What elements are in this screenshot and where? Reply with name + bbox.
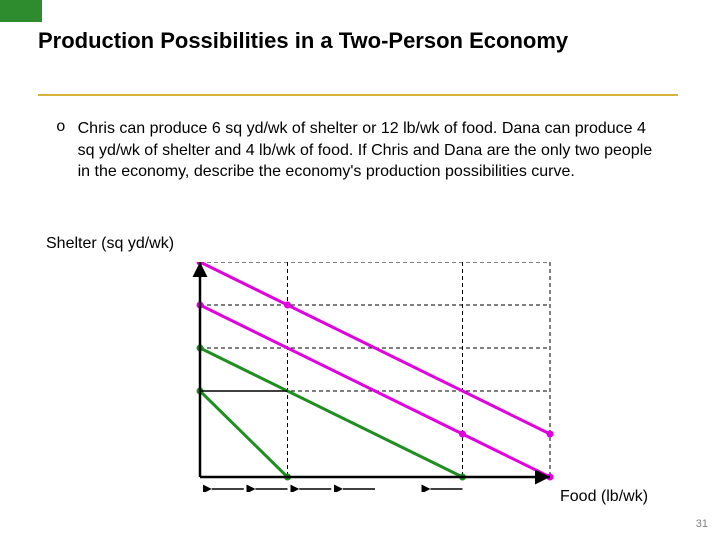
slide: Production Possibilities in a Two-Person… [0,0,720,540]
bullet-marker: o [56,118,66,183]
corner-accent [0,0,42,22]
page-number: 31 [696,518,708,530]
bullet-text: Chris can produce 6 sq yd/wk of shelter … [78,118,666,183]
ppf-chart [170,262,560,492]
y-axis-label: Shelter (sq yd/wk) [46,235,174,253]
x-axis-label: Food (lb/wk) [560,488,648,506]
bullet-item: o Chris can produce 6 sq yd/wk of shelte… [56,118,666,183]
title-underline [38,94,678,96]
page-title: Production Possibilities in a Two-Person… [38,28,678,54]
